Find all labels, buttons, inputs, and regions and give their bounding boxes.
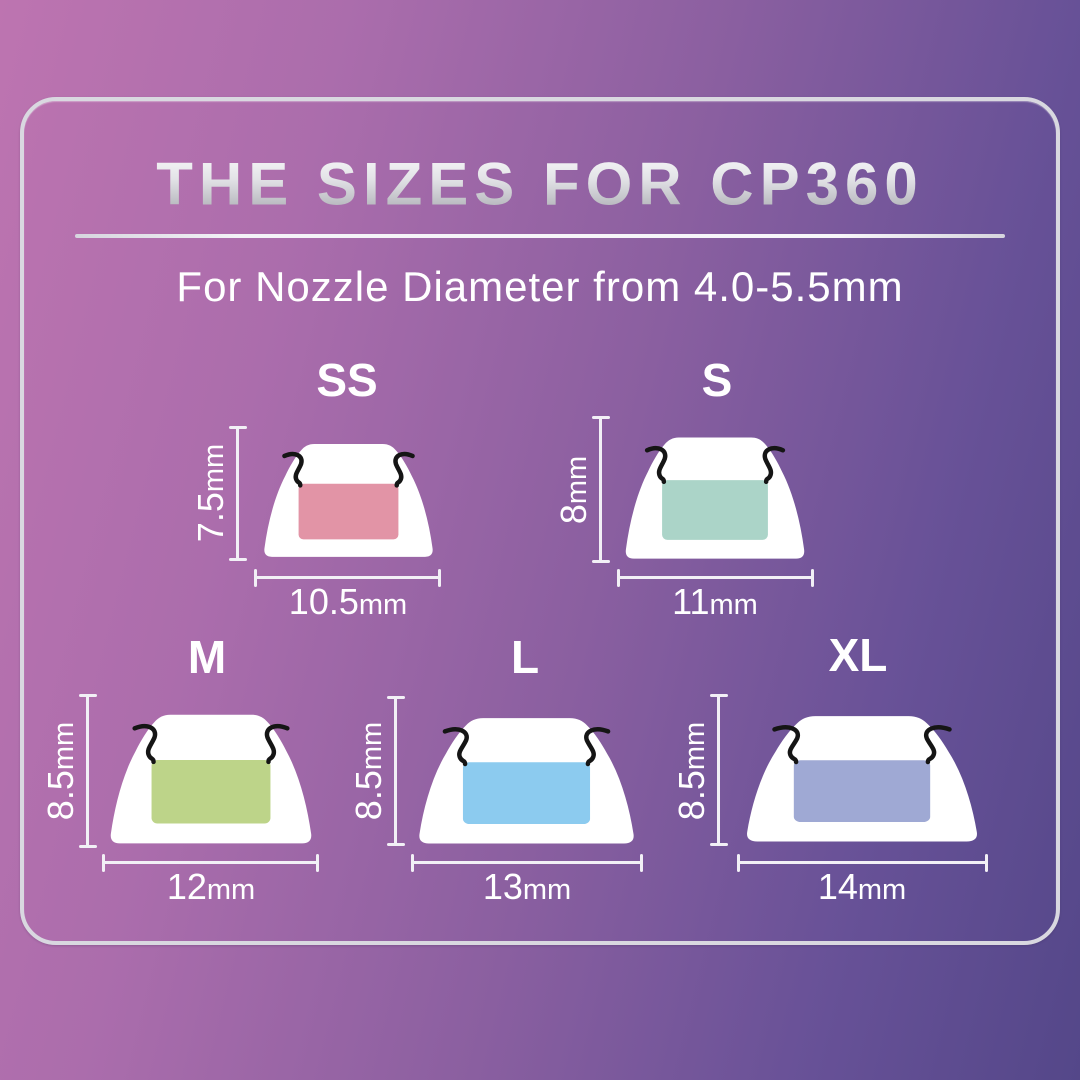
eartip-core <box>662 480 768 540</box>
width-measure-line <box>738 861 987 864</box>
eartip-dome-m <box>110 714 312 844</box>
nozzle-squiggle-left-icon <box>445 729 467 764</box>
nozzle-squiggle-left-icon <box>647 448 665 482</box>
title-divider <box>75 234 1005 238</box>
nozzle-squiggle-right-icon <box>267 726 287 762</box>
page-title: THE SIZES FOR CP360 <box>156 150 924 218</box>
nozzle-squiggle-right-icon <box>765 448 783 482</box>
eartip-dome-s <box>625 437 805 559</box>
height-measure-line <box>394 697 397 845</box>
width-label: 11mm <box>672 581 758 622</box>
nozzle-squiggle-right-icon <box>586 729 608 764</box>
nozzle-squiggle-left-icon <box>775 727 798 762</box>
eartip-core <box>462 762 591 825</box>
width-measure-line <box>255 576 440 579</box>
eartip-dome-l <box>419 718 634 844</box>
size-label-l: L <box>510 631 540 683</box>
subtitle: For Nozzle Diameter from 4.0-5.5mm <box>176 263 904 310</box>
height-measure-line <box>86 695 89 847</box>
nozzle-squiggle-left-icon <box>135 726 155 762</box>
height-label: 8.5mm <box>348 721 389 821</box>
size-label-ss: SS <box>316 354 378 406</box>
width-measure-line <box>618 576 813 579</box>
height-label: 8.5mm <box>671 721 712 821</box>
height-label: 8.5mm <box>40 721 81 821</box>
nozzle-squiggle-right-icon <box>926 727 949 762</box>
height-label: 8mm <box>553 455 594 525</box>
height-label: 7.5mm <box>190 443 231 543</box>
height-measure-line <box>717 695 720 845</box>
eartip-dome-ss <box>264 444 433 557</box>
height-measure-line <box>236 427 239 560</box>
size-label-m: M <box>187 631 227 683</box>
width-label: 13mm <box>482 866 572 907</box>
width-label: 12mm <box>166 866 256 907</box>
eartip-dome-xl <box>747 716 977 842</box>
eartip-core <box>151 760 271 824</box>
info-frame <box>20 97 1060 945</box>
width-label: 14mm <box>817 866 907 907</box>
eartip-core <box>793 760 931 823</box>
size-label-s: S <box>701 354 733 406</box>
nozzle-squiggle-right-icon <box>395 454 412 485</box>
width-measure-line <box>412 861 642 864</box>
height-measure-line <box>599 417 602 562</box>
eartip-core <box>298 483 399 540</box>
nozzle-squiggle-left-icon <box>284 454 301 485</box>
width-measure-line <box>103 861 318 864</box>
size-label-xl: XL <box>828 629 888 681</box>
width-label: 10.5mm <box>288 581 408 622</box>
